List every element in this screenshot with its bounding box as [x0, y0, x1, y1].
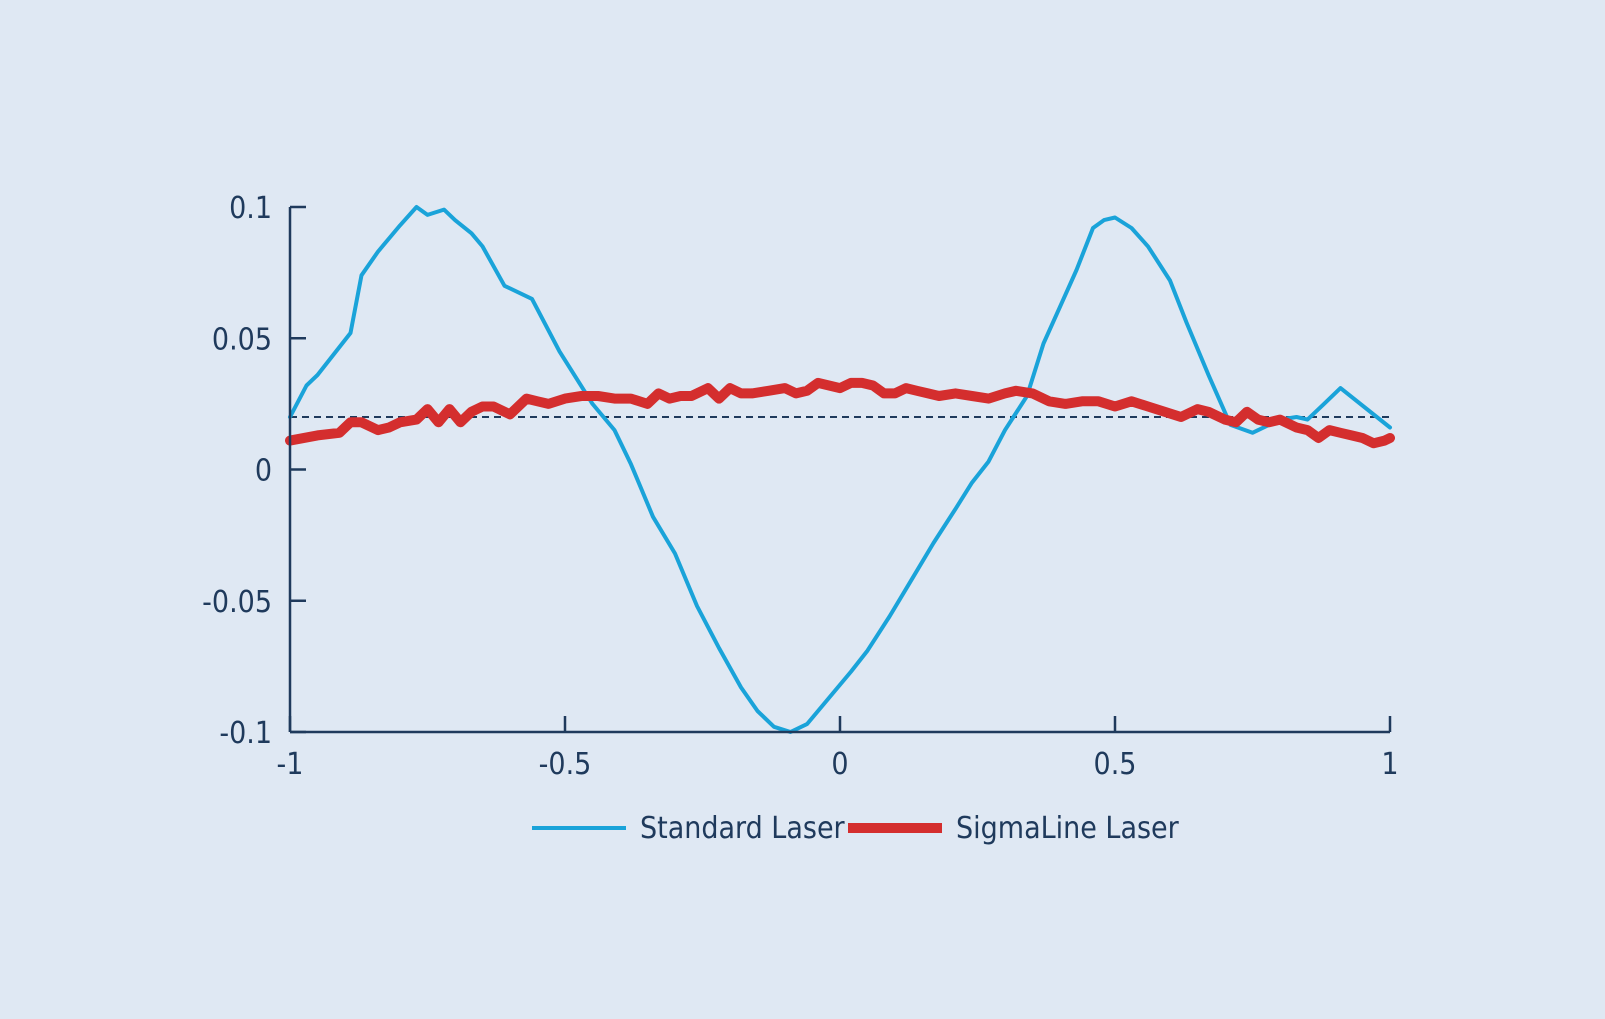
x-ticks: -1 -0.5 0 0.5 1 — [277, 716, 1399, 782]
x-tick-label: -1 — [277, 747, 304, 782]
y-tick-label: 0 — [255, 454, 272, 489]
y-tick-label: 0.05 — [212, 322, 272, 357]
x-tick-label: 1 — [1381, 747, 1398, 782]
legend: Standard Laser SigmaLine Laser — [532, 811, 1180, 846]
y-tick-label: -0.1 — [219, 716, 272, 751]
x-tick-label: 0 — [831, 747, 848, 782]
y-tick-label: 0.1 — [229, 191, 272, 226]
axes — [288, 207, 1390, 734]
series-line-standard-laser — [288, 205, 1392, 734]
y-ticks: 0.1 0.05 0 -0.05 -0.1 — [202, 191, 306, 751]
y-tick-label: -0.05 — [202, 585, 272, 620]
series-line-sigmaline-laser — [285, 377, 1395, 449]
x-tick-label: 0.5 — [1094, 747, 1137, 782]
legend-label-sigmaline-laser: SigmaLine Laser — [956, 811, 1180, 846]
x-tick-label: -0.5 — [539, 747, 592, 782]
legend-label-standard-laser: Standard Laser — [640, 811, 846, 846]
plot-area — [285, 205, 1395, 734]
